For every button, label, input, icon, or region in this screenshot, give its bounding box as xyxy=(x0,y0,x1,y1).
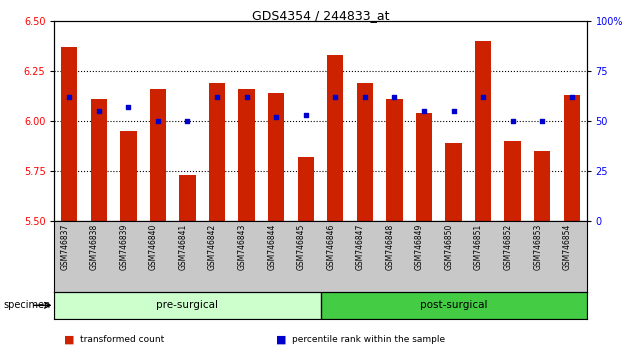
Text: GSM746840: GSM746840 xyxy=(149,224,158,270)
Text: GSM746839: GSM746839 xyxy=(119,224,128,270)
Bar xyxy=(209,83,225,221)
Point xyxy=(389,95,399,100)
Bar xyxy=(268,93,285,221)
Text: GSM746842: GSM746842 xyxy=(208,224,217,270)
Text: GSM746854: GSM746854 xyxy=(563,224,572,270)
Text: GSM746845: GSM746845 xyxy=(297,224,306,270)
Bar xyxy=(563,95,580,221)
Point xyxy=(123,104,133,110)
Text: GSM746848: GSM746848 xyxy=(385,224,394,270)
Text: GSM746843: GSM746843 xyxy=(238,224,247,270)
Text: specimen: specimen xyxy=(3,300,51,310)
Point xyxy=(360,95,370,100)
Text: ■: ■ xyxy=(276,335,286,345)
Point xyxy=(271,114,281,120)
Bar xyxy=(387,99,403,221)
Point xyxy=(419,108,429,114)
Text: ■: ■ xyxy=(64,335,74,345)
Text: percentile rank within the sample: percentile rank within the sample xyxy=(292,335,445,344)
Point xyxy=(537,118,547,124)
Bar xyxy=(54,292,320,319)
Point xyxy=(94,108,104,114)
Point xyxy=(567,95,577,100)
Text: GSM746850: GSM746850 xyxy=(444,224,453,270)
Text: GSM746852: GSM746852 xyxy=(504,224,513,270)
Bar xyxy=(327,55,344,221)
Bar xyxy=(150,89,166,221)
Point xyxy=(508,118,518,124)
Text: post-surgical: post-surgical xyxy=(420,300,487,310)
Text: GSM746838: GSM746838 xyxy=(90,224,99,270)
Point xyxy=(242,95,252,100)
Point xyxy=(478,95,488,100)
Point xyxy=(153,118,163,124)
Bar xyxy=(238,89,254,221)
Text: GSM746853: GSM746853 xyxy=(533,224,542,270)
Text: GSM746846: GSM746846 xyxy=(326,224,335,270)
Text: GSM746849: GSM746849 xyxy=(415,224,424,270)
Text: GSM746851: GSM746851 xyxy=(474,224,483,270)
Bar xyxy=(504,141,520,221)
Bar xyxy=(179,175,196,221)
Text: GSM746844: GSM746844 xyxy=(267,224,276,270)
Bar xyxy=(320,292,587,319)
Bar xyxy=(445,143,462,221)
Bar xyxy=(90,99,107,221)
Point xyxy=(64,95,74,100)
Bar xyxy=(121,131,137,221)
Bar xyxy=(534,151,551,221)
Point xyxy=(330,95,340,100)
Point xyxy=(301,113,311,118)
Text: pre-surgical: pre-surgical xyxy=(156,300,219,310)
Bar xyxy=(416,113,432,221)
Bar xyxy=(61,47,78,221)
Text: transformed count: transformed count xyxy=(80,335,164,344)
Bar xyxy=(356,83,373,221)
Text: GDS4354 / 244833_at: GDS4354 / 244833_at xyxy=(252,9,389,22)
Text: GSM746837: GSM746837 xyxy=(60,224,69,270)
Point xyxy=(448,108,458,114)
Point xyxy=(212,95,222,100)
Text: GSM746841: GSM746841 xyxy=(178,224,188,270)
Bar xyxy=(475,41,491,221)
Bar xyxy=(297,157,314,221)
Point xyxy=(183,118,193,124)
Text: GSM746847: GSM746847 xyxy=(356,224,365,270)
